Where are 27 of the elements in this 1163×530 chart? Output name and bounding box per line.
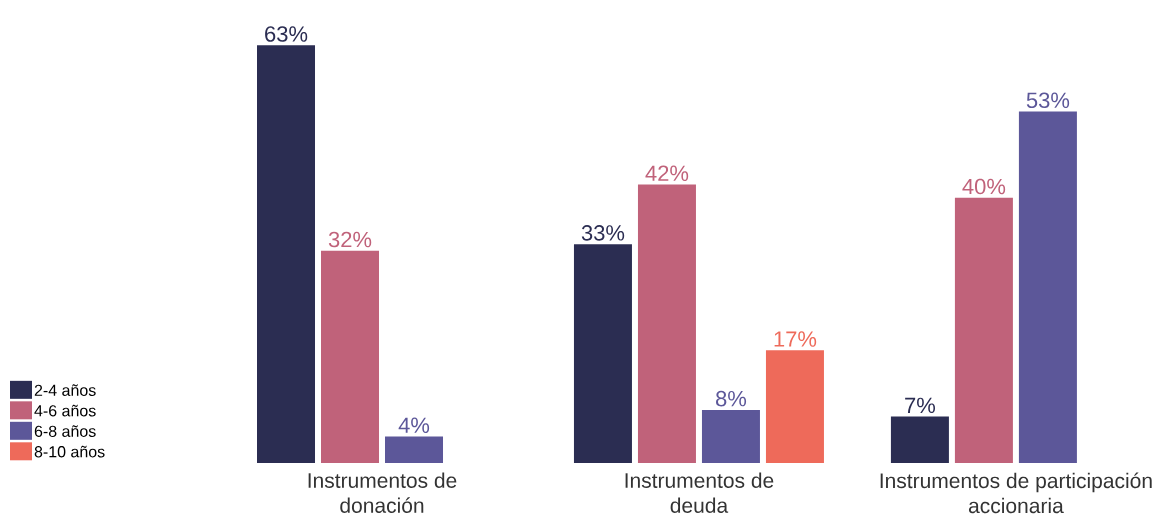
data-label: 53%: [1026, 92, 1070, 109]
data-label: 4%: [398, 417, 430, 433]
x-tick-label: Instrumentos de donación: [308, 472, 457, 513]
legend-label: 4-6 años: [34, 404, 96, 417]
data-label: 8%: [716, 390, 747, 407]
bar: [890, 416, 949, 463]
data-label: 33%: [581, 225, 625, 241]
data-label: 32%: [328, 231, 372, 248]
data-label: 63%: [265, 26, 308, 42]
legend-label: 2-4 años: [34, 384, 96, 396]
bar: [321, 250, 380, 463]
data-label: 40%: [962, 178, 1006, 195]
bar: [701, 409, 760, 463]
bar: [385, 436, 443, 463]
data-label: 7%: [905, 397, 936, 414]
legend-label: 8-10 años: [34, 445, 105, 458]
data-label: 17%: [774, 331, 817, 347]
bar: [1018, 111, 1077, 463]
bar: [765, 350, 824, 463]
bar: [954, 197, 1013, 463]
legend-label: 6-8 años: [34, 425, 96, 437]
bar: [257, 45, 316, 463]
x-tick-label: Instrumentos de participación accionaria: [880, 472, 1152, 514]
bar: [573, 244, 632, 463]
bar: [637, 184, 696, 463]
x-tick-label: Instrumentos de deuda: [625, 472, 774, 513]
data-label: 42%: [645, 165, 689, 181]
